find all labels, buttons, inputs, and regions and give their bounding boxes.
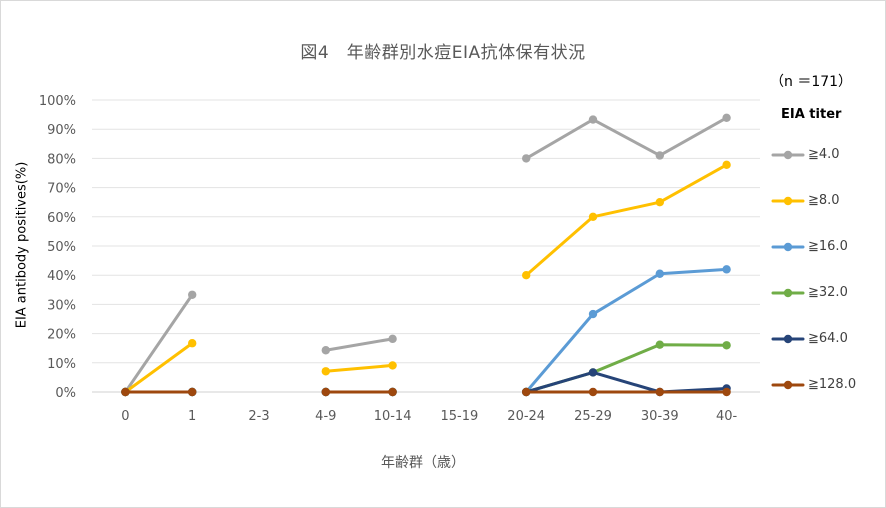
y-tick-label: 30% xyxy=(47,298,76,313)
data-point xyxy=(655,198,664,207)
y-tick-label: 90% xyxy=(47,123,76,138)
data-point xyxy=(388,334,397,344)
data-point xyxy=(388,387,397,397)
series-3 xyxy=(121,265,731,397)
legend-swatch xyxy=(771,334,805,344)
legend-label: ≧32.0 xyxy=(808,285,848,300)
series-line xyxy=(524,370,729,394)
legend-label: ≧64.0 xyxy=(808,331,848,346)
series-6 xyxy=(121,387,731,397)
data-point xyxy=(588,387,598,397)
x-tick-label: 1 xyxy=(188,409,196,424)
legend-item-32: ≧32.0 xyxy=(771,285,881,303)
y-tick-label: 60% xyxy=(47,211,76,226)
data-point xyxy=(722,160,731,170)
data-point xyxy=(722,387,731,397)
legend-label: ≧8.0 xyxy=(808,193,840,208)
legend-title: EIA titer xyxy=(781,107,842,122)
data-point xyxy=(321,387,330,397)
legend-item-8: ≧8.0 xyxy=(771,193,881,211)
series-2 xyxy=(121,160,731,397)
x-tick-label: 10-14 xyxy=(374,409,412,424)
data-point xyxy=(655,387,664,397)
data-point xyxy=(588,368,598,377)
data-point xyxy=(588,212,598,221)
data-point xyxy=(722,341,731,350)
legend-swatch xyxy=(771,242,805,252)
legend-label: ≧128.0 xyxy=(808,377,857,392)
sample-size-label: （n ＝171） xyxy=(770,74,853,90)
legend-swatch-marker xyxy=(783,242,793,252)
legend-swatch-marker xyxy=(783,196,793,206)
x-tick-label: 30-39 xyxy=(641,409,679,424)
data-point xyxy=(188,290,197,299)
data-point xyxy=(522,154,531,163)
x-tick-label: 15-19 xyxy=(441,409,479,424)
legend-item-4: ≧4.0 xyxy=(771,147,881,165)
x-tick-label: 25-29 xyxy=(574,409,612,424)
series-line xyxy=(324,337,395,352)
series-line xyxy=(524,163,729,277)
y-tick-label: 10% xyxy=(47,357,76,372)
legend-label: ≧4.0 xyxy=(808,147,840,162)
chart-title: 図4 年齢群別水痘EIA抗体保有状況 xyxy=(300,43,586,63)
data-point xyxy=(321,367,330,376)
x-tick-label: 0 xyxy=(121,409,129,424)
x-tick-label: 4-9 xyxy=(315,409,336,424)
data-point xyxy=(588,309,598,319)
y-tick-label: 50% xyxy=(47,240,76,255)
series-4 xyxy=(121,340,731,397)
y-tick-label: 0% xyxy=(55,386,76,401)
series-line xyxy=(324,363,395,373)
series-line xyxy=(524,116,729,160)
series-line xyxy=(123,293,194,394)
legend-swatch xyxy=(771,196,805,206)
data-point xyxy=(588,115,598,124)
legend-swatch xyxy=(771,150,805,160)
series-line xyxy=(524,267,729,394)
data-point xyxy=(655,269,664,278)
data-point xyxy=(121,387,130,397)
series-line xyxy=(524,343,729,394)
data-point xyxy=(522,271,531,280)
y-tick-label: 100% xyxy=(39,94,76,109)
data-point xyxy=(321,346,330,355)
legend-swatch xyxy=(771,380,805,390)
data-point xyxy=(722,265,731,274)
legend-item-128: ≧128.0 xyxy=(771,377,881,395)
data-point xyxy=(388,361,397,370)
legend-swatch xyxy=(771,288,805,298)
x-tick-label: 2-3 xyxy=(248,409,269,424)
y-tick-label: 20% xyxy=(47,328,76,343)
data-point xyxy=(655,151,664,160)
y-tick-label: 70% xyxy=(47,182,76,197)
legend-item-64: ≧64.0 xyxy=(771,331,881,349)
legend-swatch-marker xyxy=(783,380,793,390)
data-point xyxy=(188,339,197,348)
legend-label: ≧16.0 xyxy=(808,239,848,254)
legend-swatch-marker xyxy=(783,288,793,298)
legend-swatch-marker xyxy=(783,150,793,160)
legend-item-16: ≧16.0 xyxy=(771,239,881,257)
series-line xyxy=(123,341,194,394)
data-point xyxy=(722,113,731,123)
y-tick-label: 40% xyxy=(47,269,76,284)
legend-swatch-marker xyxy=(783,334,793,344)
series-1 xyxy=(121,113,731,397)
x-tick-label: 20-24 xyxy=(507,409,545,424)
data-point xyxy=(188,387,197,397)
x-axis-label: 年齢群（歳） xyxy=(381,455,465,471)
y-tick-label: 80% xyxy=(47,152,76,167)
data-point xyxy=(655,340,664,349)
data-point xyxy=(522,387,531,397)
x-tick-label: 40- xyxy=(716,409,738,424)
